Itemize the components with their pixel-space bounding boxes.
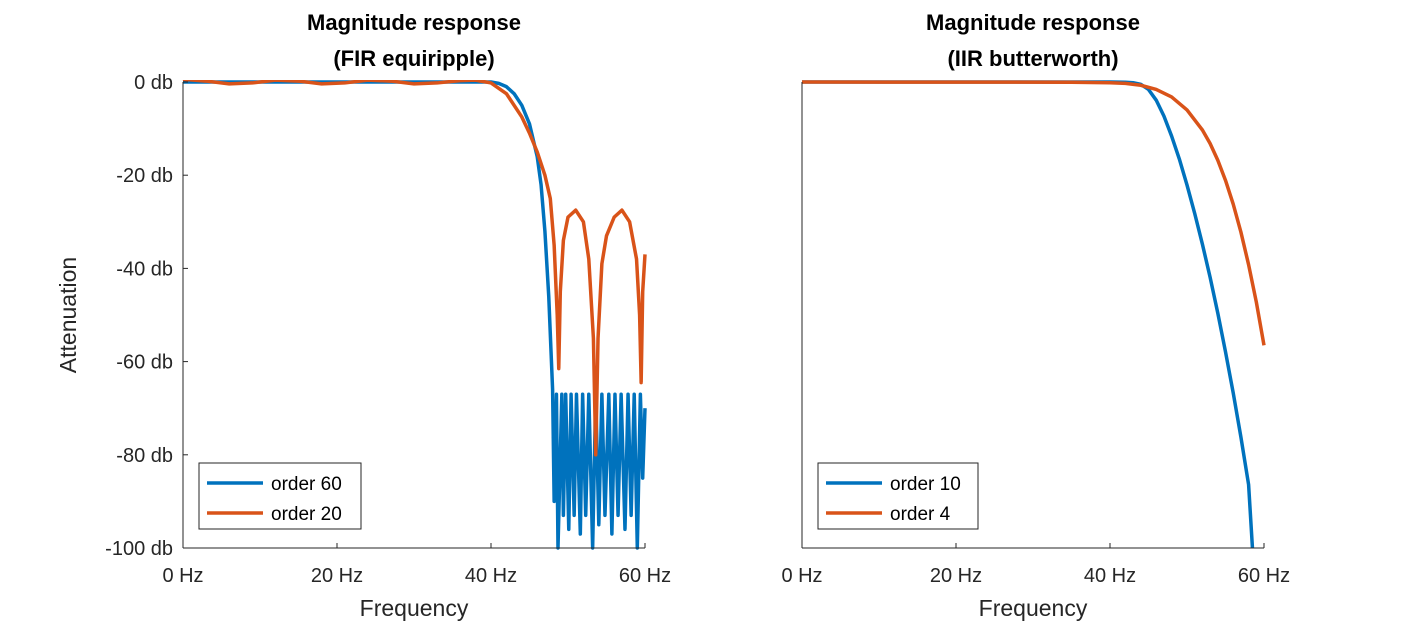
x-tick-label: 40 Hz [465, 565, 517, 587]
x-tick-label: 60 Hz [1238, 565, 1290, 587]
y-tick-label: -60 db [116, 352, 173, 374]
x-tick-label: 60 Hz [619, 565, 671, 587]
chart-panel-1: 0 Hz 20 Hz 40 Hz 60 Hz 0 db -20 db -40 db -60 d… [55, 10, 671, 621]
y-tick-label: -40 db [116, 258, 173, 280]
x-tick-label: 0 Hz [781, 565, 822, 587]
series-line-order-20 [182, 80, 647, 457]
y-axis-label: Attenuation [55, 257, 81, 373]
series-line-order-60 [183, 80, 647, 550]
chart-title-line-2: (FIR equiripple) [333, 46, 494, 71]
y-tick-label: -100 db [105, 538, 173, 560]
legend: order 60 order 20 [198, 462, 362, 530]
y-tick-label: 0 db [134, 72, 173, 94]
chart-title-line-1: Magnitude response [307, 10, 521, 35]
x-tick-label: 20 Hz [930, 565, 982, 587]
legend-entry-label: order 4 [890, 504, 951, 525]
x-axis-label: Frequency [979, 595, 1088, 621]
series-line-order-4 [801, 80, 1266, 346]
y-tick-label: -80 db [116, 445, 173, 467]
legend-box [198, 462, 362, 530]
x-tick-label: 20 Hz [311, 565, 363, 587]
legend-entry-label: order 60 [271, 474, 342, 495]
x-tick-label: 0 Hz [162, 565, 203, 587]
chart-title-line-1: Magnitude response [926, 10, 1140, 35]
y-tick-label: -20 db [116, 165, 173, 187]
legend-entry-label: order 10 [890, 474, 961, 495]
chart-panel-2: 0 Hz 20 Hz 40 Hz 60 Hz Magnitude response (II… [781, 10, 1290, 621]
x-axis-label: Frequency [360, 595, 469, 621]
x-tick-label: 40 Hz [1084, 565, 1136, 587]
chart-title-line-2: (IIR butterworth) [947, 46, 1118, 71]
legend-entry-label: order 20 [271, 504, 342, 525]
legend: order 10 order 4 [817, 462, 979, 530]
legend-box [817, 462, 979, 530]
